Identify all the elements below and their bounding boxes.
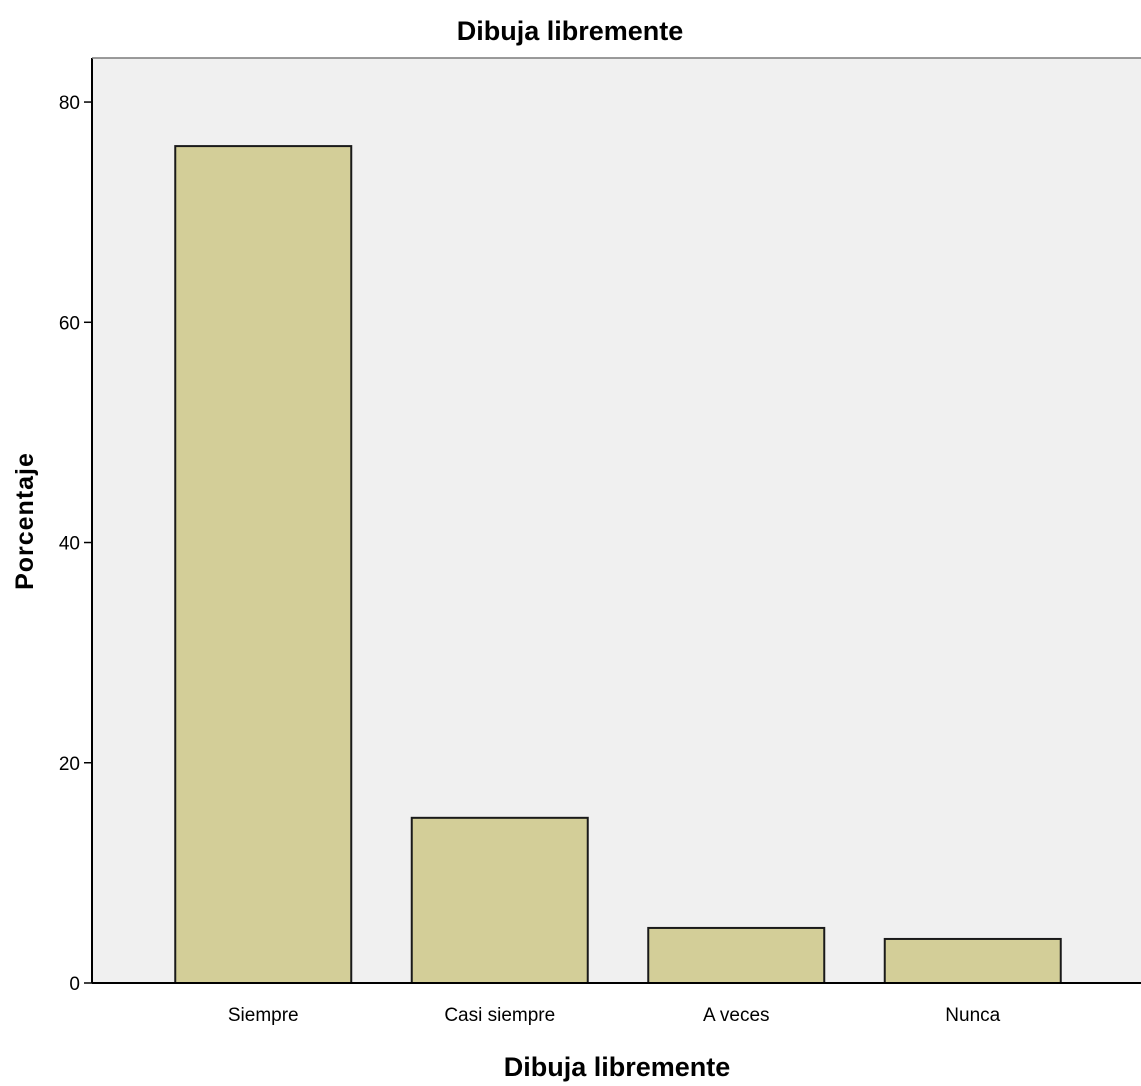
bar-casi-siempre xyxy=(410,816,589,984)
bar-siempre xyxy=(174,145,353,985)
y-tick-label: 60 xyxy=(59,313,80,334)
axes-group xyxy=(91,57,1141,984)
y-tick-label: 20 xyxy=(59,754,80,775)
x-tick-label: Casi siempre xyxy=(444,1005,555,1026)
x-ticks-group: Siempre Casi siempre A veces Nunca xyxy=(228,1005,1001,1026)
y-ticks-group: 0 20 40 60 80 xyxy=(59,93,92,995)
chart-title: Dibuja libremente xyxy=(457,16,684,46)
y-tick-label: 0 xyxy=(69,974,80,995)
x-tick-label: Nunca xyxy=(945,1005,1000,1026)
bar-nunca xyxy=(883,937,1062,985)
x-axis-title: Dibuja libremente xyxy=(504,1052,731,1082)
bars-group xyxy=(174,145,1062,985)
x-tick-label: Siempre xyxy=(228,1005,299,1026)
y-tick-label: 40 xyxy=(59,534,80,555)
x-tick-label: A veces xyxy=(703,1005,770,1026)
y-tick-label: 80 xyxy=(59,93,80,114)
bar-a-veces xyxy=(647,926,826,985)
y-axis-title: Porcentaje xyxy=(11,452,39,590)
